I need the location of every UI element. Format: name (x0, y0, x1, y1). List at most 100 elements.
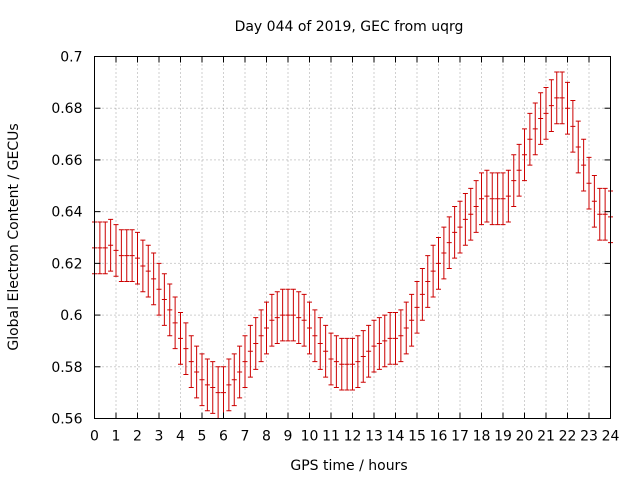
data-point-errorbar (140, 239, 146, 293)
data-point-errorbar (172, 296, 178, 350)
data-point-errorbar (221, 366, 226, 419)
data-point-errorbar (280, 288, 286, 342)
x-tick-labels: 0 1 2 3 4 5 6 7 8 9 10 11 12 13 14 15 16 17 18 19 20 21 22 23 24 (90, 429, 619, 445)
data-point-errorbar (339, 337, 345, 391)
data-point-errorbar (425, 255, 431, 308)
x-tick-label: 16 (430, 429, 448, 445)
data-point-errorbar (602, 187, 608, 241)
data-point-errorbar (548, 79, 554, 132)
data-point-errorbar (274, 291, 280, 345)
y-tick-label: 0.7 (60, 50, 82, 66)
data-point-errorbar (446, 216, 452, 270)
data-point-errorbar (226, 358, 232, 412)
data-point-errorbar (264, 301, 269, 355)
data-point-errorbar (328, 332, 334, 386)
series-layer (92, 71, 613, 419)
data-point-errorbar (452, 205, 458, 259)
data-point-errorbar (403, 301, 409, 355)
data-point-errorbar (409, 293, 415, 347)
y-tick-label: 0.62 (51, 256, 82, 272)
data-point-errorbar (500, 172, 506, 226)
data-point-errorbar (586, 156, 592, 210)
data-point-errorbar (511, 154, 517, 207)
data-point-errorbar (247, 324, 253, 378)
data-point-errorbar (161, 273, 167, 326)
x-tick-label: 21 (537, 429, 555, 445)
data-point-errorbar (479, 172, 484, 226)
data-point-errorbar (457, 200, 463, 254)
data-point-errorbar (333, 335, 339, 388)
x-tick-label: 4 (176, 429, 185, 445)
data-point-errorbar (301, 293, 307, 347)
data-point-errorbar (419, 268, 425, 321)
data-point-errorbar (237, 345, 243, 399)
x-tick-label: 0 (90, 429, 99, 445)
x-tick-label: 22 (559, 429, 577, 445)
data-point-errorbar (554, 71, 560, 125)
x-tick-label: 6 (219, 429, 228, 445)
data-point-errorbar (570, 99, 576, 153)
data-point-errorbar (371, 319, 377, 373)
x-tick-label: 17 (451, 429, 469, 445)
x-tick-label: 23 (580, 429, 598, 445)
x-tick-label: 7 (241, 429, 250, 445)
x-tick-label: 18 (473, 429, 491, 445)
data-point-errorbar (145, 244, 151, 298)
data-point-errorbar (307, 301, 312, 355)
x-tick-label: 19 (494, 429, 512, 445)
data-point-errorbar (204, 358, 210, 412)
axis-ticks (94, 56, 611, 419)
y-tick-label: 0.6 (60, 308, 82, 324)
data-point-errorbar (393, 311, 398, 365)
x-tick-label: 24 (602, 429, 620, 445)
data-point-errorbar (527, 112, 533, 166)
data-point-errorbar (441, 226, 447, 280)
data-point-errorbar (484, 169, 490, 223)
data-point-errorbar (323, 324, 329, 378)
data-point-errorbar (118, 229, 124, 282)
x-tick-label: 15 (408, 429, 426, 445)
data-point-errorbar (489, 172, 495, 226)
data-point-errorbar (516, 143, 522, 197)
x-tick-label: 5 (198, 429, 207, 445)
y-tick-label: 0.58 (51, 360, 82, 376)
data-point-errorbar (167, 283, 173, 337)
data-point-errorbar (269, 293, 275, 347)
data-point-errorbar (194, 345, 200, 399)
data-point-errorbar (183, 322, 189, 376)
data-point-errorbar (199, 353, 205, 407)
data-point-errorbar (360, 330, 366, 383)
data-point-errorbar (135, 231, 140, 285)
data-point-errorbar (398, 309, 404, 363)
data-point-errorbar (151, 252, 157, 306)
data-point-errorbar (505, 169, 511, 223)
data-point-errorbar (350, 337, 355, 391)
data-point-errorbar (317, 317, 323, 370)
data-point-errorbar (565, 81, 570, 135)
data-point-errorbar (559, 71, 565, 125)
data-point-errorbar (473, 180, 479, 233)
x-tick-label: 13 (365, 429, 383, 445)
x-tick-label: 8 (262, 429, 271, 445)
x-tick-label: 12 (344, 429, 362, 445)
data-point-errorbar (215, 366, 221, 419)
data-point-errorbar (285, 288, 291, 342)
data-point-errorbar (253, 317, 259, 370)
x-tick-label: 2 (133, 429, 142, 445)
x-tick-label: 10 (301, 429, 319, 445)
data-point-errorbar (430, 244, 436, 298)
data-point-errorbar (178, 311, 183, 365)
data-point-errorbar (312, 309, 318, 363)
data-point-errorbar (344, 337, 350, 391)
y-tick-label: 0.68 (51, 101, 82, 117)
data-point-errorbar (129, 229, 135, 282)
data-point-errorbar (97, 221, 103, 275)
data-point-errorbar (231, 353, 237, 407)
data-point-errorbar (414, 280, 420, 334)
data-point-errorbar (538, 92, 544, 145)
y-tick-labels: 0.56 0.58 0.6 0.62 0.64 0.66 0.68 0.7 (51, 50, 82, 428)
data-point-errorbar (290, 288, 296, 342)
data-point-errorbar (575, 120, 581, 174)
x-axis-label: GPS time / hours (290, 458, 407, 474)
